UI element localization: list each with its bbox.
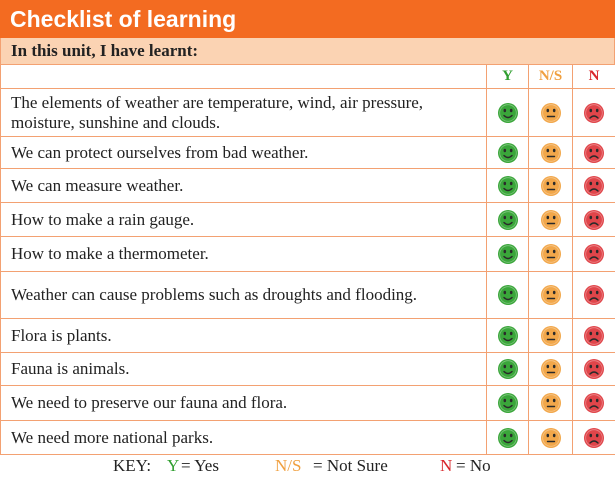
checklist-row: The elements of weather are temperature,… — [0, 88, 615, 137]
no-face-cell[interactable] — [572, 236, 615, 272]
yes-face-icon — [497, 359, 518, 379]
checklist-row: Flora is plants. — [0, 318, 615, 353]
not-sure-face-icon — [540, 244, 561, 264]
key-y-text: = Yes — [181, 456, 219, 475]
not-sure-face-cell[interactable] — [528, 136, 573, 169]
yes-face-icon — [497, 209, 518, 230]
statement-text: How to make a rain gauge. — [0, 202, 487, 237]
yes-face-cell[interactable] — [486, 168, 529, 203]
statement-text: We need more national parks. — [0, 420, 487, 455]
no-face-cell[interactable] — [572, 168, 615, 203]
not-sure-face-icon — [540, 325, 561, 346]
not-sure-face-icon — [540, 359, 561, 379]
statement-text: Flora is plants. — [0, 318, 487, 353]
yes-face-cell[interactable] — [486, 88, 529, 137]
subheader: In this unit, I have learnt: — [0, 38, 615, 64]
yes-face-icon — [497, 427, 518, 448]
checklist-title: Checklist of learning — [0, 0, 615, 38]
checklist-row: We can measure weather. — [0, 168, 615, 203]
yes-face-icon — [497, 393, 518, 413]
not-sure-face-cell[interactable] — [528, 385, 573, 421]
no-face-icon — [584, 102, 604, 123]
yes-header: Y — [486, 64, 529, 89]
statement-text: How to make a thermometer. — [0, 236, 487, 272]
no-face-cell[interactable] — [572, 420, 615, 455]
statement-text: We need to preserve our fauna and flora. — [0, 385, 487, 421]
statement-text: Weather can cause problems such as droug… — [0, 271, 487, 319]
not-sure-face-icon — [540, 175, 561, 196]
no-face-icon — [584, 325, 604, 346]
statement-header — [0, 64, 487, 89]
yes-face-cell[interactable] — [486, 318, 529, 353]
not-sure-face-cell[interactable] — [528, 202, 573, 237]
checklist-row: We need to preserve our fauna and flora. — [0, 385, 615, 421]
not-sure-face-cell[interactable] — [528, 352, 573, 386]
checklist-row: Fauna is animals. — [0, 352, 615, 386]
statement-text: We can protect ourselves from bad weathe… — [0, 136, 487, 169]
yes-face-icon — [497, 102, 518, 123]
no-face-icon — [584, 359, 604, 379]
yes-face-cell[interactable] — [486, 236, 529, 272]
checklist-row: How to make a rain gauge. — [0, 202, 615, 237]
statement-text: Fauna is animals. — [0, 352, 487, 386]
yes-face-cell[interactable] — [486, 136, 529, 169]
key-n-text: = No — [456, 456, 491, 475]
yes-face-cell[interactable] — [486, 420, 529, 455]
yes-face-icon — [497, 142, 518, 163]
not-sure-face-cell[interactable] — [528, 420, 573, 455]
not-sure-face-icon — [540, 209, 561, 230]
yes-face-icon — [497, 325, 518, 346]
no-face-cell[interactable] — [572, 318, 615, 353]
no-face-icon — [584, 175, 604, 196]
no-face-cell[interactable] — [572, 88, 615, 137]
yes-face-icon — [497, 285, 518, 305]
not-sure-face-icon — [540, 102, 561, 123]
statement-text: We can measure weather. — [0, 168, 487, 203]
no-face-icon — [584, 142, 604, 163]
no-face-icon — [584, 285, 604, 305]
no-face-icon — [584, 427, 604, 448]
not-sure-face-icon — [540, 427, 561, 448]
header-row: Y N/S N — [0, 64, 615, 89]
no-face-cell[interactable] — [572, 385, 615, 421]
not-sure-face-icon — [540, 142, 561, 163]
not-sure-face-cell[interactable] — [528, 318, 573, 353]
key-ns-text: = Not Sure — [313, 456, 388, 475]
key-y-code: Y — [167, 456, 180, 475]
key-legend: KEY: Y = Yes N/S = Not Sure N = No — [0, 455, 615, 479]
no-face-icon — [584, 393, 604, 413]
yes-face-cell[interactable] — [486, 202, 529, 237]
no-header: N — [572, 64, 615, 89]
not-sure-face-icon — [540, 285, 561, 305]
key-n-code: N — [440, 456, 453, 475]
not-sure-face-icon — [540, 393, 561, 413]
not-sure-face-cell[interactable] — [528, 168, 573, 203]
checklist-row: How to make a thermometer. — [0, 236, 615, 272]
yes-face-cell[interactable] — [486, 385, 529, 421]
no-face-cell[interactable] — [572, 136, 615, 169]
no-face-cell[interactable] — [572, 352, 615, 386]
yes-face-icon — [497, 244, 518, 264]
yes-face-cell[interactable] — [486, 352, 529, 386]
checklist-row: We need more national parks. — [0, 420, 615, 455]
key-ns-code: N/S — [275, 456, 302, 475]
statement-text: The elements of weather are temperature,… — [0, 88, 487, 137]
no-face-cell[interactable] — [572, 271, 615, 319]
checklist-row: We can protect ourselves from bad weathe… — [0, 136, 615, 169]
not-sure-header: N/S — [528, 64, 573, 89]
not-sure-face-cell[interactable] — [528, 236, 573, 272]
key-label: KEY: — [113, 456, 152, 475]
no-face-icon — [584, 209, 604, 230]
yes-face-icon — [497, 175, 518, 196]
not-sure-face-cell[interactable] — [528, 271, 573, 319]
no-face-icon — [584, 244, 604, 264]
no-face-cell[interactable] — [572, 202, 615, 237]
checklist-table: Y N/S N The elements of weather are temp… — [0, 64, 615, 455]
yes-face-cell[interactable] — [486, 271, 529, 319]
not-sure-face-cell[interactable] — [528, 88, 573, 137]
checklist-row: Weather can cause problems such as droug… — [0, 271, 615, 319]
